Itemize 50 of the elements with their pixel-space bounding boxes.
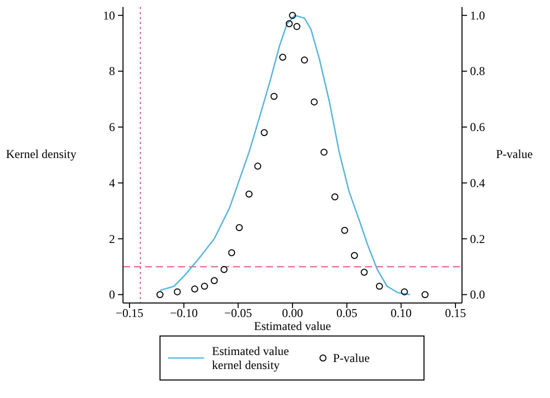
x-tick-label: −0.15 (116, 306, 144, 320)
point (350, 252, 358, 260)
point (400, 288, 408, 296)
point (331, 193, 338, 200)
point (246, 190, 253, 198)
x-tick-label: 0.05 (336, 306, 358, 320)
point (260, 129, 268, 136)
point (174, 288, 181, 296)
point (310, 98, 318, 106)
x-tick-label: 0.00 (282, 306, 303, 320)
y-tick-label: 2 (109, 232, 115, 246)
y-tick-label: 8 (109, 64, 115, 78)
x-tick-label: −0.10 (170, 306, 198, 320)
point (286, 20, 293, 28)
y2-tick-label: 0.4 (470, 176, 485, 190)
x-tick-label: 0.10 (390, 306, 412, 320)
legend-label: P-value (333, 351, 370, 365)
y-axis-title: Kernel density (6, 147, 76, 161)
point (376, 282, 383, 290)
point (200, 282, 208, 290)
point (293, 23, 300, 30)
y2-axis-title: P-value (496, 147, 533, 161)
point (300, 56, 308, 64)
point (220, 266, 228, 273)
y-tick-label: 10 (103, 8, 115, 22)
y-tick-label: 6 (109, 120, 115, 134)
y2-tick-label: 0.8 (470, 64, 485, 78)
point (236, 224, 243, 232)
point (270, 92, 278, 100)
y2-tick-label: 0.6 (470, 120, 485, 134)
y2-tick-label: 0.2 (470, 232, 485, 246)
point (341, 226, 348, 234)
y2-tick-label: 1.0 (470, 8, 485, 22)
point (422, 291, 429, 298)
y2-tick-label: 0.0 (470, 288, 485, 302)
point (228, 249, 236, 256)
legend-label: Estimated value kernel density (212, 344, 289, 372)
point (210, 277, 218, 284)
x-axis-title: Estimated value (254, 319, 331, 333)
point (289, 12, 296, 19)
point (279, 54, 286, 61)
point (191, 286, 198, 293)
point (254, 162, 262, 170)
point (156, 291, 164, 298)
y-tick-label: 0 (109, 288, 115, 302)
point (360, 268, 368, 276)
x-tick-label: 0.15 (444, 306, 466, 320)
x-tick-label: −0.05 (224, 306, 252, 320)
point (320, 148, 328, 156)
y-tick-label: 4 (109, 176, 115, 190)
